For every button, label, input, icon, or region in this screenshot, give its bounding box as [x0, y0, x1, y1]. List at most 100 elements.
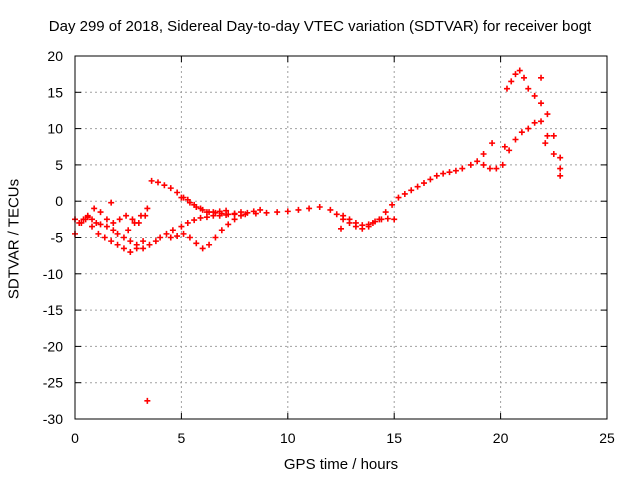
- data-point: [531, 92, 538, 99]
- data-point: [178, 194, 185, 201]
- data-point: [148, 177, 155, 184]
- data-point: [108, 199, 115, 206]
- data-point: [157, 234, 164, 241]
- data-point: [518, 129, 525, 136]
- data-point: [544, 111, 551, 118]
- data-point: [306, 205, 313, 212]
- y-tick-label: 15: [47, 84, 63, 100]
- data-point: [382, 209, 389, 216]
- data-point: [486, 165, 493, 172]
- data-point: [146, 241, 153, 248]
- data-point: [499, 161, 506, 168]
- data-point: [114, 230, 121, 237]
- x-tick-label: 10: [280, 430, 296, 446]
- data-point: [223, 207, 230, 214]
- data-point: [352, 219, 359, 226]
- y-tick-label: -25: [43, 375, 63, 391]
- data-point: [178, 223, 185, 230]
- data-point: [193, 240, 200, 247]
- data-point: [440, 170, 447, 177]
- data-point: [97, 209, 104, 216]
- data-point: [91, 205, 98, 212]
- data-point: [144, 397, 151, 404]
- data-point: [544, 132, 551, 139]
- y-tick-label: 20: [47, 48, 63, 64]
- y-tick-label: -5: [51, 230, 64, 246]
- data-point: [225, 211, 232, 218]
- x-tick-label: 20: [493, 430, 509, 446]
- data-point: [152, 238, 159, 245]
- data-point: [216, 208, 223, 215]
- data-point: [378, 216, 385, 223]
- data-point: [225, 221, 232, 228]
- data-point: [338, 225, 344, 232]
- data-point: [103, 223, 110, 230]
- data-point: [203, 209, 210, 216]
- data-point: [446, 169, 453, 176]
- y-tick-label: -15: [43, 302, 63, 318]
- data-point: [231, 210, 238, 217]
- data-point: [557, 154, 564, 161]
- data-point: [82, 216, 89, 223]
- data-point: [538, 74, 545, 81]
- x-axis-label: GPS time / hours: [283, 456, 399, 473]
- data-point: [93, 219, 100, 226]
- data-point: [512, 71, 519, 78]
- x-tick-label: 5: [178, 430, 186, 446]
- data-point: [408, 187, 415, 194]
- data-point: [186, 234, 193, 241]
- data-point: [250, 208, 257, 215]
- data-point: [116, 216, 123, 223]
- series-arc-lower: [167, 206, 264, 252]
- data-point: [525, 125, 532, 132]
- grid-lines: [75, 56, 607, 419]
- data-point: [163, 230, 170, 237]
- y-tick-label: -20: [43, 338, 63, 354]
- data-point: [210, 209, 217, 216]
- series-main: [72, 165, 466, 252]
- data-point: [506, 147, 513, 154]
- data-point: [127, 238, 134, 245]
- data-point: [123, 212, 130, 219]
- axis-ticks: 0 5 10 15 20 25 -30 -25 -20 -15 -10 -5 0 5 10 15 20: [43, 48, 615, 446]
- data-point: [184, 219, 191, 226]
- data-point: [501, 143, 508, 150]
- data-point: [427, 176, 434, 183]
- data-point: [78, 219, 85, 226]
- data-point: [237, 212, 244, 219]
- data-point: [101, 234, 108, 241]
- data-point: [197, 214, 204, 221]
- data-point: [274, 209, 281, 216]
- data-point: [84, 212, 91, 219]
- y-tick-label: -30: [43, 411, 63, 427]
- series-outliers: [108, 74, 564, 404]
- data-point: [197, 205, 204, 212]
- data-point: [131, 219, 138, 226]
- data-point: [95, 230, 102, 237]
- data-points: [72, 67, 564, 404]
- series-branch-c: [125, 205, 151, 234]
- data-point: [140, 245, 147, 252]
- data-point: [365, 221, 372, 228]
- data-point: [557, 165, 564, 172]
- data-point: [550, 151, 557, 158]
- data-point: [414, 183, 421, 190]
- data-point: [503, 85, 510, 92]
- data-point: [493, 165, 500, 172]
- data-point: [391, 216, 398, 223]
- data-point: [512, 136, 519, 143]
- data-point: [263, 209, 270, 216]
- data-point: [180, 230, 187, 237]
- data-point: [359, 222, 366, 229]
- data-point: [169, 227, 176, 234]
- data-point: [531, 119, 538, 126]
- data-point: [231, 216, 238, 223]
- data-point: [557, 172, 564, 179]
- data-point: [167, 234, 174, 241]
- data-point: [389, 201, 396, 208]
- data-point: [184, 196, 191, 203]
- data-point: [97, 221, 104, 228]
- data-point: [218, 227, 225, 234]
- data-point: [521, 74, 528, 81]
- series-arc-mid: [178, 194, 230, 216]
